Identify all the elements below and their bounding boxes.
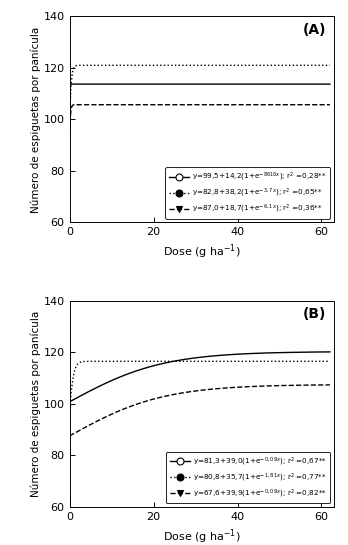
Legend: y=81,3+39,0(1+e$^{-0,09x}$); r$^2$ =0,67**, y=80,8+35,7(1+e$^{-1,81x}$); r$^2$ =: y=81,3+39,0(1+e$^{-0,09x}$); r$^2$ =0,67…: [166, 452, 331, 503]
Text: (A): (A): [303, 22, 326, 37]
X-axis label: Dose (g ha$^{-1}$): Dose (g ha$^{-1}$): [163, 527, 241, 545]
X-axis label: Dose (g ha$^{-1}$): Dose (g ha$^{-1}$): [163, 243, 241, 262]
Text: (B): (B): [303, 307, 326, 321]
Y-axis label: Número de espiguetas por panícula: Número de espiguetas por panícula: [30, 26, 41, 213]
Y-axis label: Número de espiguetas por panícula: Número de espiguetas por panícula: [30, 311, 41, 497]
Legend: y=99,5+14,2(1+e$^{-8610x}$); r$^2$ =0,28**, y=82,8+38,2(1+e$^{-3,7x}$); r$^2$ =0: y=99,5+14,2(1+e$^{-8610x}$); r$^2$ =0,28…: [165, 167, 331, 219]
